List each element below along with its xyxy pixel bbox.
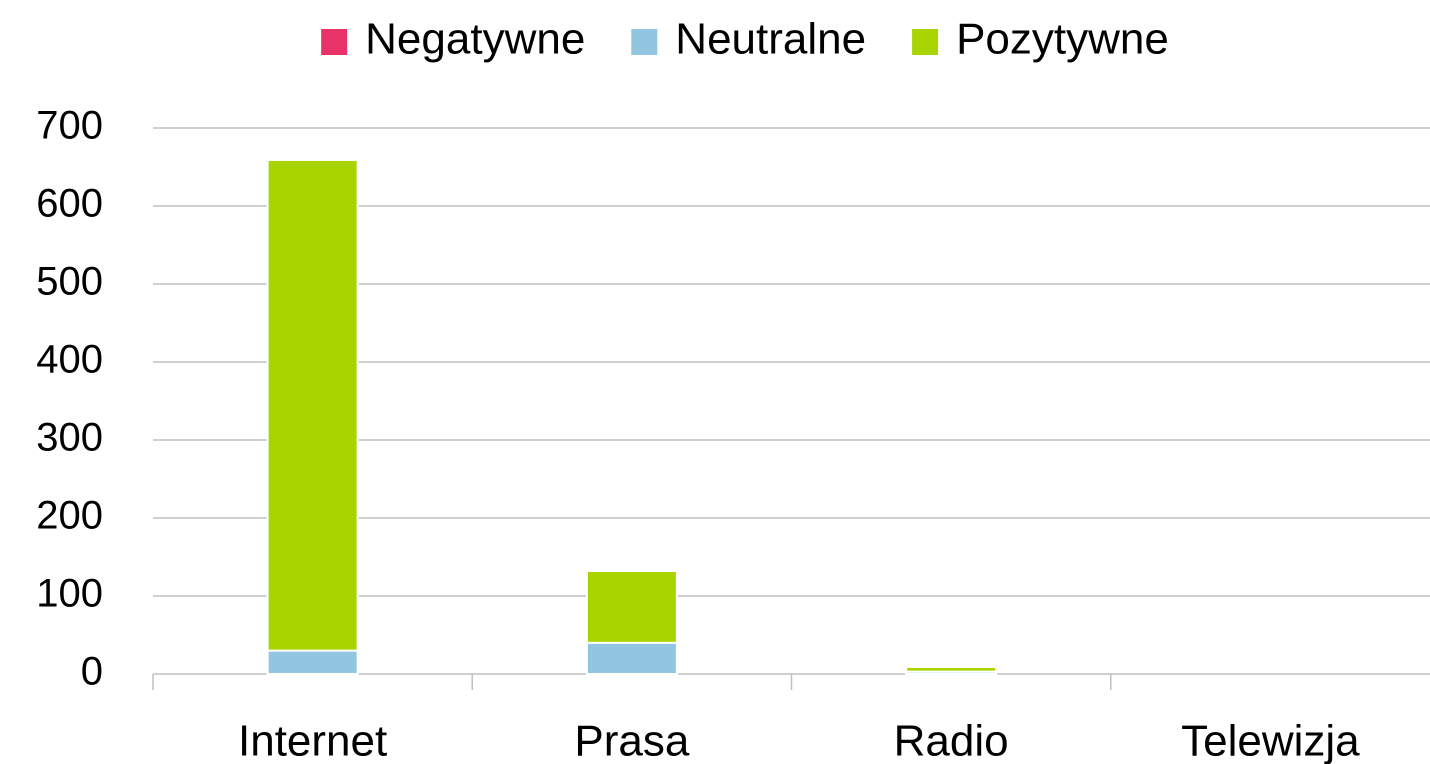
- bar-segment: [585, 570, 678, 644]
- legend-label: Negatywne: [365, 15, 585, 64]
- x-tick-label: Prasa: [574, 717, 689, 764]
- legend-swatch: [321, 29, 348, 55]
- y-tick-label: 500: [36, 260, 103, 304]
- legend-swatch: [912, 29, 939, 55]
- x-tick-label: Telewizja: [1181, 717, 1360, 764]
- y-tick-label: 400: [36, 338, 103, 382]
- bar-segment: [266, 649, 359, 675]
- legend-swatch: [631, 29, 658, 55]
- bar-segment: [905, 665, 998, 673]
- y-tick-label: 0: [81, 650, 103, 694]
- y-tick-label: 300: [36, 416, 103, 460]
- y-tick-label: 700: [36, 104, 103, 148]
- bar-segment: [266, 158, 359, 652]
- y-tick-label: 600: [36, 182, 103, 226]
- x-tick-label: Internet: [238, 717, 387, 764]
- x-tick-label: Radio: [894, 717, 1009, 764]
- y-tick-label: 200: [36, 494, 103, 538]
- legend-label: Pozytywne: [956, 15, 1169, 64]
- legend-label: Neutralne: [675, 15, 866, 64]
- y-tick-label: 100: [36, 572, 103, 616]
- bar-segment: [585, 641, 678, 675]
